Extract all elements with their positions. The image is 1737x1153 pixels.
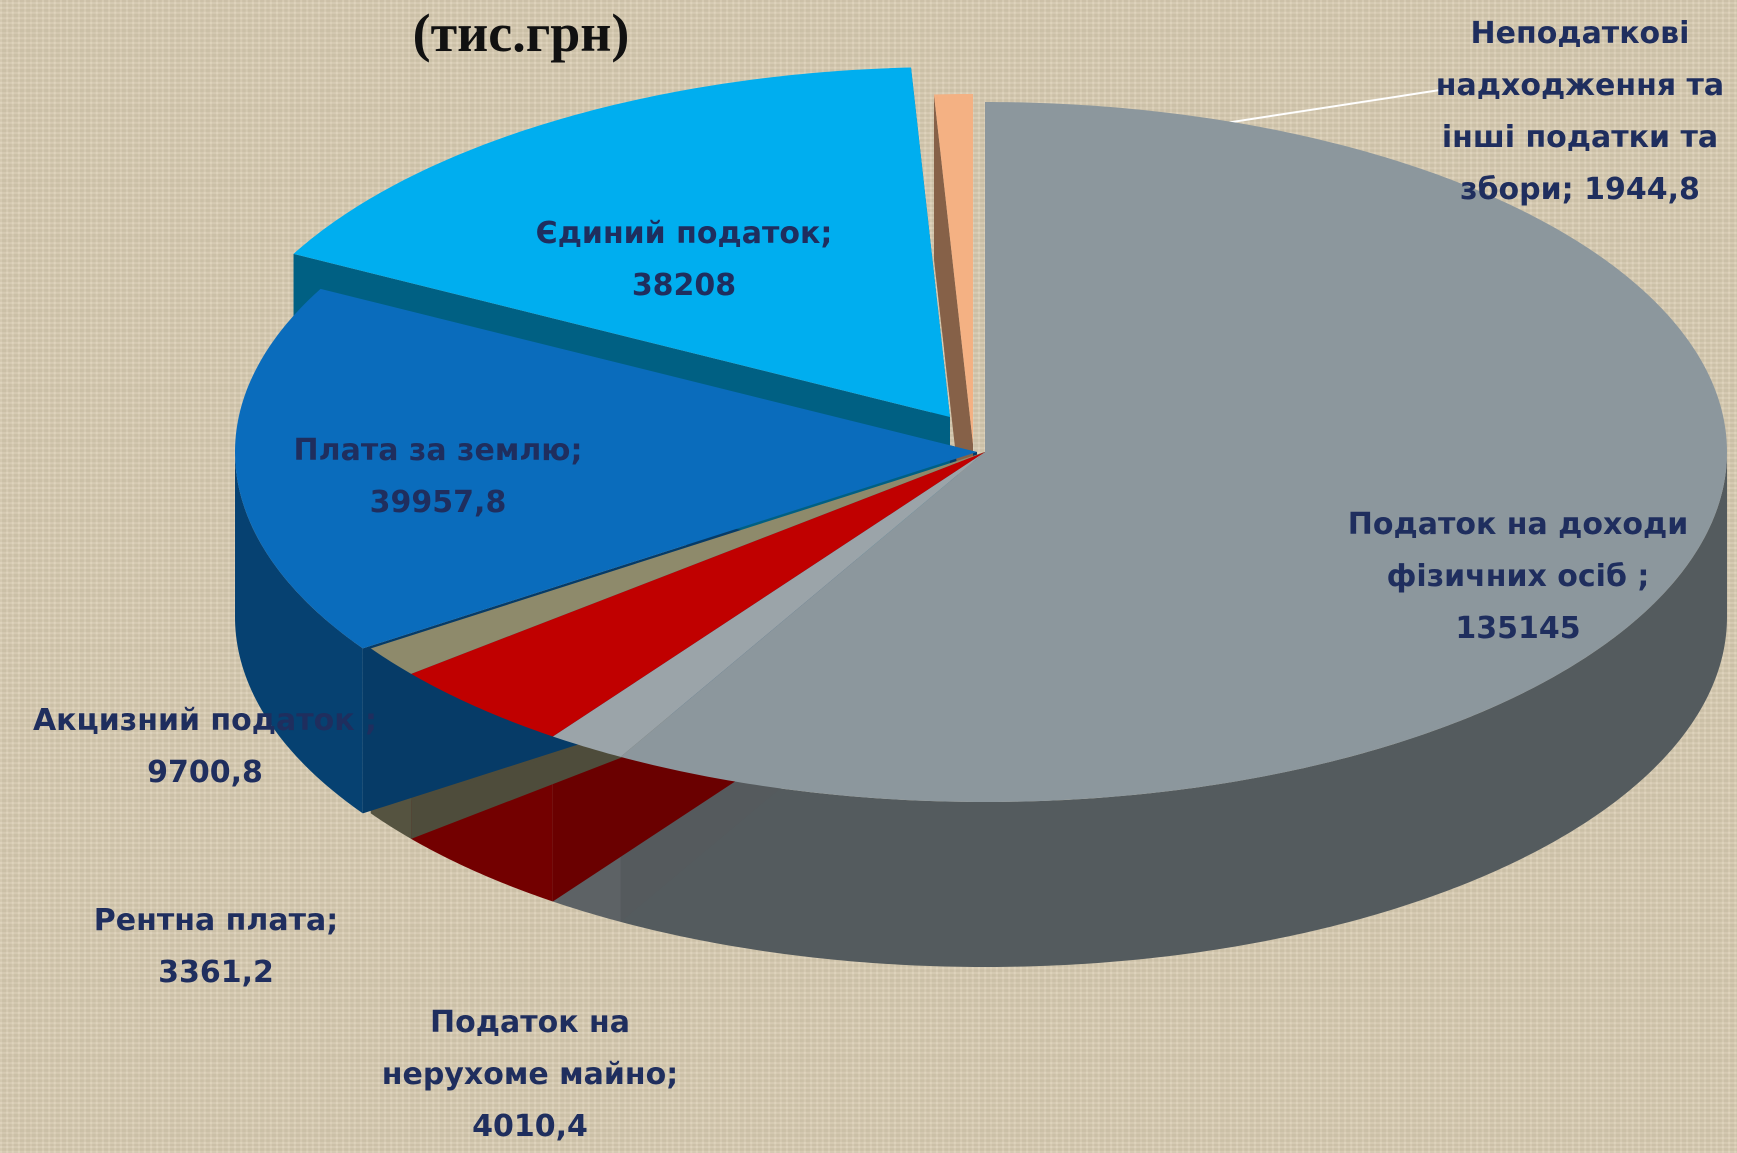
category-label: Рентна плата; xyxy=(93,903,339,938)
slice xyxy=(370,452,986,674)
category-label: Податок на нерухоме майно; xyxy=(381,1005,679,1092)
value-label: 135145 xyxy=(1455,611,1581,646)
slice xyxy=(235,288,977,649)
value-label: 1944,8 xyxy=(1584,172,1700,207)
slice xyxy=(620,102,1727,802)
data-label: Рентна плата; 3361,2 xyxy=(66,895,366,999)
slice-tops xyxy=(235,67,1727,802)
slice-side xyxy=(620,452,1728,967)
value-label: 38208 xyxy=(631,268,737,303)
slice xyxy=(411,452,985,737)
data-label: Акцизний податок ; 9700,8 xyxy=(0,695,415,799)
data-label: Плата за землю; 39957,8 xyxy=(268,425,608,529)
category-label: Плата за землю; xyxy=(293,433,583,468)
value-label: 39957,8 xyxy=(369,485,507,520)
category-label: Єдиний податок; xyxy=(535,216,833,251)
slice xyxy=(552,452,985,757)
data-label: Неподаткові надходження та інші податки … xyxy=(1420,8,1737,216)
category-label: Акцизний податок ; xyxy=(32,703,378,738)
category-label: Податок на доходи фізичних осіб ; xyxy=(1347,507,1689,594)
slice xyxy=(293,67,950,417)
value-label: 4010,4 xyxy=(472,1109,588,1144)
category-label: Неподаткові надходження та інші податки … xyxy=(1435,16,1725,207)
value-label: 3361,2 xyxy=(158,955,274,990)
slice-side xyxy=(235,452,363,814)
chart-title: (тис.грн) xyxy=(412,3,630,63)
slice xyxy=(933,94,973,444)
data-label: Податок на доходи фізичних осіб ; 135145 xyxy=(1328,499,1708,655)
data-label: Єдиний податок; 38208 xyxy=(514,208,854,312)
data-label: Податок на нерухоме майно; 4010,4 xyxy=(360,997,700,1153)
value-label: 9700,8 xyxy=(147,755,263,790)
